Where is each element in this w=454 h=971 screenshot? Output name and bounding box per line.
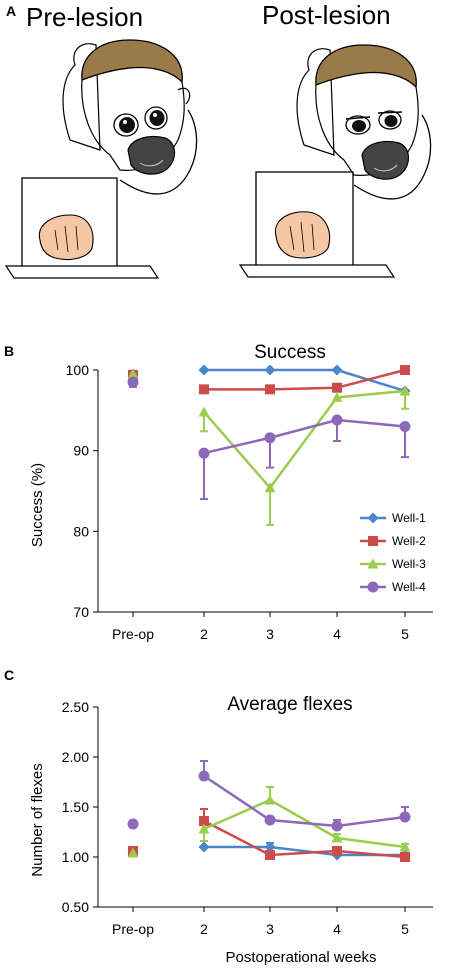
x-tick-label: Pre-op [112,626,154,642]
panel-a-illustration: A Pre-lesion Post-lesion [4,0,432,279]
y-tick-label: 2.50 [62,699,89,715]
x-tick-label: 5 [401,626,409,642]
series-line [204,368,406,393]
panel-b-letter: B [4,343,14,359]
data-point [127,368,139,379]
chart-title: Average flexes [227,694,352,715]
x-tick-label: Pre-op [112,921,154,937]
data-point [127,818,139,830]
legend-label: Well-4 [392,580,426,594]
legend-label: Well-3 [392,557,426,571]
y-tick-label: 1.50 [62,799,89,815]
legend-entry: Well-3 [360,557,426,571]
data-point [331,414,343,426]
x-tick-label: 4 [333,921,341,937]
series-line [203,418,406,455]
average-flexes-chart: C Average flexes Number of flexes Postop… [4,667,433,966]
data-point [199,816,209,826]
series-well-3 [127,368,411,526]
data-point [198,823,210,834]
data-point [332,382,342,393]
series-well-3 [127,786,411,858]
y-tick-label: 90 [73,443,89,459]
data-point [331,832,343,843]
data-point [331,820,343,832]
legend-entry: Well-2 [360,534,426,548]
data-point [265,384,275,395]
pre-lesion-monkey-drawing [62,39,198,195]
data-point [127,376,139,388]
x-tick-label: 3 [266,626,274,642]
x-tick-label: 2 [200,921,208,937]
x-tick-label: 2 [200,626,208,642]
y-axis-label: Number of flexes [29,763,46,876]
data-point [399,420,411,432]
post-lesion-title: Post-lesion [262,0,391,30]
data-point [399,385,411,396]
post-lesion-monkey-drawing [296,44,432,200]
series-well-4 [127,760,411,832]
panel-c-letter: C [4,667,14,683]
legend-label: Well-1 [392,511,426,525]
legend-marker [367,558,379,569]
data-point [399,811,411,823]
series-line [203,798,406,849]
series-line [203,819,406,859]
series-line [204,368,406,391]
x-tick-label: 5 [401,921,409,937]
data-point [264,432,276,444]
legend-label: Well-2 [392,534,426,548]
data-point [332,846,342,856]
data-point [199,384,209,395]
data-point [400,365,410,375]
y-tick-label: 1.00 [62,849,89,865]
data-point [264,841,276,853]
data-point [198,770,210,782]
post-lesion-board [238,264,396,278]
data-point [331,391,343,402]
data-point [198,364,210,376]
y-tick-label: 0.50 [62,899,89,915]
y-tick-label: 2.00 [62,749,89,765]
series-line [203,774,406,828]
data-point [198,406,210,417]
data-point [265,850,275,860]
x-tick-label: 4 [333,626,341,642]
chart-title: Success [254,342,326,363]
series-well-4 [127,376,411,501]
legend: Well-1 Well-2 Well-3 Well-4 [360,511,426,594]
y-tick-label: 70 [73,604,89,620]
data-point [127,847,139,858]
series-line [203,389,406,490]
panel-a-letter: A [6,3,16,19]
data-point [264,814,276,826]
x-axis-label: Postoperational weeks [226,949,377,966]
data-point [198,841,210,853]
data-point [264,364,276,376]
success-chart: B Success Success (%) 70 80 90 100 Pre-op 2 3 4… [4,342,433,642]
x-tick-label: 3 [266,921,274,937]
y-tick-label: 100 [66,362,90,378]
legend-entry: Well-4 [360,580,426,594]
data-point [198,447,210,459]
data-point [400,852,410,862]
legend-marker [367,512,379,524]
legend-marker [368,536,378,546]
legend-marker [367,581,379,593]
y-axis-label: Success (%) [29,463,46,547]
legend-entry: Well-1 [360,511,426,525]
data-point [264,482,276,493]
y-tick-label: 80 [73,523,89,539]
pre-lesion-board [4,265,160,279]
pre-lesion-title: Pre-lesion [26,2,143,32]
data-point [264,794,276,805]
data-point [331,364,343,376]
data-point [399,841,411,852]
